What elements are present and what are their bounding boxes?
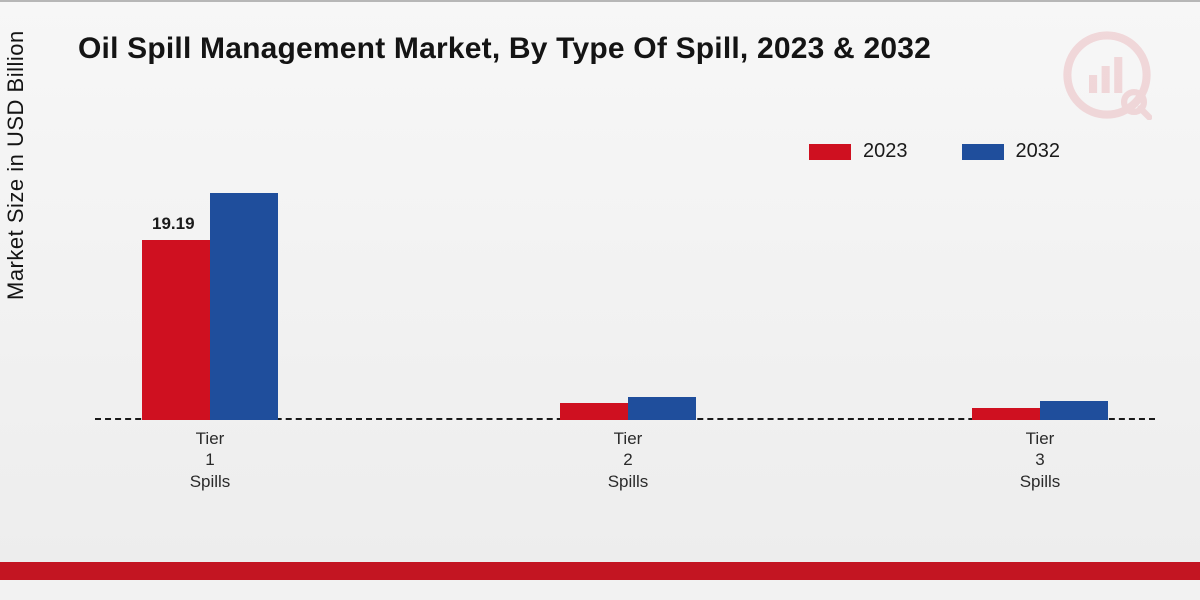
legend-item-2032: 2032 [962,140,1061,163]
x-tick-line: Spills [1020,472,1061,491]
bar-2023-tier2 [560,403,628,420]
x-tick-tier2: Tier 2 Spills [568,420,688,492]
legend-item-2023: 2023 [809,140,908,163]
x-tick-tier3: Tier 3 Spills [980,420,1100,492]
chart-title: Oil Spill Management Market, By Type Of … [78,32,931,66]
x-tick-tier1: Tier 1 Spills [150,420,270,492]
bar-2023-tier3 [972,408,1040,420]
x-tick-line: 2 [623,450,632,469]
x-tick-line: Tier [614,429,643,448]
chart-area: 19.19 Tier 1 Spills Tier 2 Spills Tier 3… [95,180,1155,420]
bar-2032-tier3 [1040,401,1108,420]
x-tick-line: Tier [1026,429,1055,448]
bar-group-tier1: 19.19 [142,193,278,420]
legend-swatch [962,144,1004,160]
bar-group-tier3 [972,401,1108,420]
legend-label: 2023 [863,140,908,163]
x-tick-line: 1 [205,450,214,469]
legend-swatch [809,144,851,160]
x-tick-line: Tier [196,429,225,448]
footer-band [0,562,1200,580]
bar-2023-tier1 [142,240,210,420]
watermark-logo-icon [1062,30,1152,120]
legend-label: 2032 [1016,140,1061,163]
bar-2032-tier1 [210,193,278,420]
x-tick-line: Spills [608,472,649,491]
footer-shadow [0,580,1200,600]
bar-2032-tier2 [628,397,696,421]
bar-value-label: 19.19 [152,214,195,234]
y-axis-label: Market Size in USD Billion [3,30,29,300]
legend: 2023 2032 [809,140,1060,163]
x-tick-line: 3 [1035,450,1044,469]
bar-group-tier2 [560,397,696,421]
x-tick-line: Spills [190,472,231,491]
